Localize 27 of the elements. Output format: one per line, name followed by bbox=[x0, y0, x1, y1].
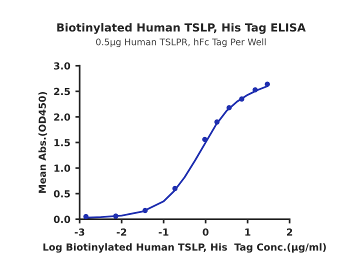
point bbox=[142, 208, 148, 214]
point bbox=[214, 119, 220, 125]
y-tick-label: 3.0 bbox=[54, 62, 70, 70]
point bbox=[264, 82, 270, 87]
chart-subtitle: 0.5μg Human TSLPR, hFc Tag Per Well bbox=[96, 38, 266, 48]
point bbox=[226, 105, 232, 110]
x-tick-label: 1 bbox=[245, 228, 250, 236]
y-tick-label: 1.5 bbox=[54, 139, 70, 146]
point bbox=[113, 214, 118, 219]
point bbox=[239, 96, 244, 102]
point bbox=[202, 136, 208, 142]
x-tick-label: -2 bbox=[116, 228, 126, 236]
y-tick-label: 2.0 bbox=[54, 113, 70, 121]
point bbox=[252, 87, 258, 92]
y-tick-label: 0.5 bbox=[54, 190, 70, 198]
y-tick-label: 2.5 bbox=[54, 88, 70, 96]
x-tick-label: 2 bbox=[286, 228, 292, 236]
x-axis-title: Log Biotinylated Human TSLP, His Tag Conc.(μg/ml) bbox=[43, 243, 326, 253]
y-tick-label: 0.0 bbox=[54, 216, 70, 224]
point bbox=[83, 214, 89, 220]
x-tick-label: 0 bbox=[202, 228, 209, 236]
y-tick-label: 1.0 bbox=[54, 164, 70, 172]
x-tick-label: -1 bbox=[158, 228, 168, 236]
chart-title: Biotinylated Human TSLP, His Tag ELISA bbox=[57, 23, 306, 34]
y-axis-title: Mean Abs.(OD450) bbox=[38, 92, 48, 193]
point bbox=[172, 186, 178, 192]
x-tick-label: -3 bbox=[74, 228, 84, 236]
